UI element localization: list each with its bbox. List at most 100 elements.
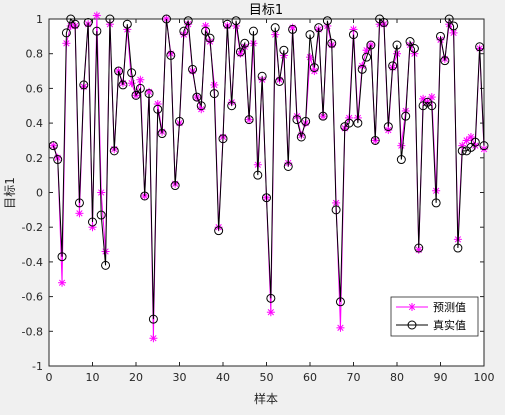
y-axis-label: 目标1 bbox=[3, 177, 17, 209]
x-axis-ticks: 0 10 20 30 40 50 60 70 80 90 100 bbox=[46, 19, 495, 384]
data-point bbox=[58, 278, 67, 287]
data-point bbox=[383, 122, 393, 132]
data-point bbox=[192, 92, 202, 102]
data-point bbox=[353, 118, 363, 128]
x-tick-label: 60 bbox=[303, 371, 317, 384]
data-point bbox=[109, 146, 119, 156]
data-point bbox=[427, 101, 437, 111]
y-tick-label: -0.8 bbox=[22, 325, 43, 338]
y-tick-label: -0.2 bbox=[22, 221, 43, 234]
data-point bbox=[331, 205, 341, 215]
data-point bbox=[57, 252, 67, 262]
data-point bbox=[292, 115, 302, 125]
y-axis-ticks: -1 -0.8 -0.6 -0.4 -0.2 0 0.2 0.4 0.6 0.8 1 bbox=[22, 13, 484, 373]
data-point bbox=[388, 61, 398, 71]
x-axis-label: 样本 bbox=[254, 391, 278, 406]
data-point bbox=[266, 308, 275, 317]
data-point bbox=[349, 30, 358, 40]
data-point bbox=[244, 115, 254, 125]
data-point bbox=[279, 45, 289, 55]
data-point bbox=[414, 243, 424, 253]
x-tick-label: 50 bbox=[260, 371, 274, 384]
y-tick-label: 0.4 bbox=[26, 117, 44, 130]
data-point bbox=[257, 71, 267, 81]
data-point bbox=[409, 43, 419, 53]
data-point bbox=[48, 141, 58, 151]
data-point bbox=[370, 135, 380, 145]
x-tick-label: 40 bbox=[216, 371, 230, 384]
data-point bbox=[201, 26, 211, 36]
data-point bbox=[79, 80, 89, 90]
data-point bbox=[175, 116, 184, 126]
x-tick-label: 100 bbox=[474, 371, 495, 384]
data-point bbox=[262, 193, 271, 203]
data-point bbox=[436, 31, 445, 41]
data-point bbox=[431, 198, 441, 208]
y-tick-label: -0.4 bbox=[22, 256, 43, 269]
data-point bbox=[305, 30, 315, 40]
data-point bbox=[179, 26, 189, 36]
data-point bbox=[149, 334, 158, 343]
data-point bbox=[335, 297, 345, 307]
data-point bbox=[170, 181, 180, 191]
data-point bbox=[144, 89, 154, 99]
data-point bbox=[318, 111, 328, 121]
data-point bbox=[161, 14, 171, 24]
data-point bbox=[66, 14, 76, 24]
legend-item: 真实值 bbox=[396, 318, 466, 332]
legend-label: 预测值 bbox=[433, 301, 466, 314]
data-point bbox=[235, 47, 245, 57]
data-point bbox=[227, 101, 237, 111]
data-point bbox=[405, 37, 415, 47]
data-point bbox=[253, 170, 263, 180]
data-point bbox=[135, 83, 145, 93]
data-point bbox=[275, 76, 285, 86]
data-point bbox=[301, 116, 311, 126]
data-point bbox=[401, 111, 411, 121]
series-2 bbox=[48, 14, 489, 324]
data-point bbox=[240, 38, 250, 48]
data-point bbox=[218, 134, 228, 144]
data-point bbox=[153, 104, 163, 114]
data-point bbox=[209, 89, 219, 99]
data-point bbox=[118, 80, 128, 90]
data-point bbox=[344, 118, 354, 128]
x-tick-label: 20 bbox=[129, 371, 143, 384]
data-point bbox=[148, 314, 158, 324]
data-point bbox=[140, 191, 150, 201]
x-tick-label: 10 bbox=[86, 371, 100, 384]
x-tick-label: 70 bbox=[347, 371, 361, 384]
data-point bbox=[379, 17, 389, 27]
data-point bbox=[288, 24, 298, 34]
y-tick-label: 0.8 bbox=[26, 48, 44, 61]
data-point bbox=[88, 217, 97, 227]
data-point bbox=[188, 64, 198, 74]
data-point bbox=[231, 16, 241, 26]
data-point bbox=[266, 293, 276, 303]
data-point bbox=[470, 137, 480, 147]
data-point bbox=[248, 26, 258, 36]
data-point bbox=[96, 210, 106, 220]
data-point bbox=[183, 16, 193, 26]
data-point bbox=[322, 16, 332, 26]
data-point bbox=[314, 23, 324, 33]
data-point bbox=[366, 40, 376, 50]
data-point bbox=[127, 68, 137, 78]
data-point bbox=[75, 209, 84, 218]
data-point bbox=[296, 132, 306, 142]
data-point bbox=[475, 42, 485, 52]
legend-label: 真实值 bbox=[433, 318, 466, 332]
data-point bbox=[101, 260, 111, 270]
x-tick-label: 90 bbox=[434, 371, 448, 384]
data-point bbox=[444, 14, 454, 24]
data-point bbox=[83, 17, 93, 27]
y-tick-label: 0 bbox=[36, 187, 43, 200]
legend-box bbox=[390, 296, 479, 337]
x-tick-label: 80 bbox=[390, 371, 404, 384]
data-point bbox=[131, 90, 141, 100]
data-point bbox=[457, 146, 467, 156]
x-tick-label: 0 bbox=[46, 371, 53, 384]
